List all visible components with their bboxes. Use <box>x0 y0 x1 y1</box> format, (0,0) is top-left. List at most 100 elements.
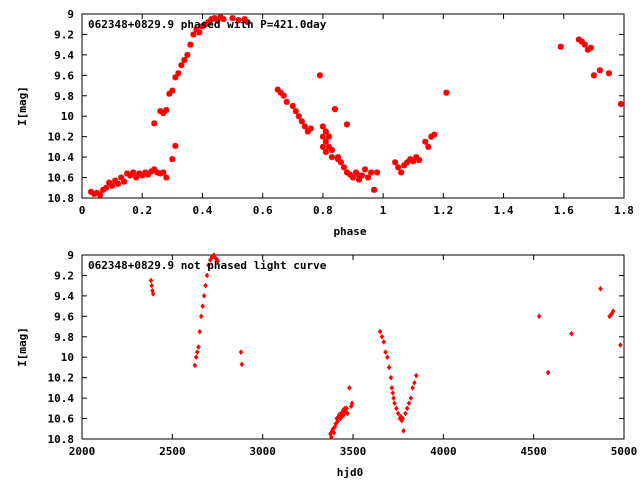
phased-data-point <box>322 138 329 145</box>
phased-x-tick-label: 0.4 <box>193 204 213 217</box>
phased-data-point <box>356 176 363 183</box>
phased-plot: 0 0.2 0.4 0.6 0.8 1 1.2 1.4 1.6 1.8 9 9.2 9.4 9.6 9.8… <box>16 8 634 238</box>
phased-data-point <box>431 131 438 138</box>
phased-data-point <box>274 86 281 93</box>
unphased-data-point <box>395 410 401 417</box>
phased-data-point <box>154 169 161 176</box>
phased-data-point <box>356 172 363 179</box>
unphased-data-point <box>389 384 395 391</box>
unphased-data-point <box>410 384 415 391</box>
phased-data-point <box>175 70 182 77</box>
phased-data-point <box>187 41 194 48</box>
phased-data-point <box>416 157 423 164</box>
phased-y-ticks: 9 9.2 9.4 9.6 9.8 10 10.2 10.4 10.6 10.8 <box>48 8 624 205</box>
phased-data-point <box>346 171 353 178</box>
phased-x-tick-label: 1.2 <box>433 204 453 217</box>
phased-y-tick-label: 9.8 <box>54 90 74 103</box>
unphased-data-point <box>150 290 156 297</box>
unphased-data-point <box>569 330 574 337</box>
unphased-data-point <box>406 400 412 407</box>
unphased-data-point <box>610 308 616 315</box>
phased-data-point <box>196 29 203 36</box>
unphased-x-tick-label: 4500 <box>520 445 547 458</box>
phased-data-point <box>596 67 603 74</box>
phased-plot-frame <box>81 13 625 199</box>
unphased-data-point <box>381 338 387 345</box>
unphased-x-tick-label: 2500 <box>159 445 186 458</box>
unphased-data-point <box>377 328 383 335</box>
unphased-data-point <box>328 434 334 440</box>
unphased-x-tick-label: 3000 <box>249 445 276 458</box>
unphased-data-point <box>239 361 245 368</box>
unphased-x-tick-label: 4000 <box>430 445 457 458</box>
unphased-data-point <box>197 328 203 335</box>
phased-data-point <box>413 154 420 161</box>
phased-data-point <box>181 57 188 63</box>
phased-data-point <box>425 143 432 150</box>
unphased-data-point <box>192 362 198 369</box>
unphased-data-point <box>412 379 417 386</box>
phased-data-point <box>319 143 326 150</box>
phased-data-point <box>292 108 299 115</box>
unphased-data-point <box>391 395 396 402</box>
unphased-data-point <box>193 354 199 361</box>
phased-data-point <box>163 174 170 181</box>
phased-data-point <box>124 170 131 177</box>
unphased-y-tick-label: 9.4 <box>54 290 74 303</box>
unphased-y-axis-label: I[mag] <box>16 327 29 367</box>
phased-data-point <box>148 168 155 175</box>
unphased-x-axis-label: hjd0 <box>337 466 364 479</box>
phased-data-point <box>280 92 287 99</box>
phased-data-point <box>118 174 125 181</box>
phased-data-point <box>109 182 116 189</box>
unphased-data-point <box>335 418 340 425</box>
phased-x-tick-label: 1.4 <box>494 204 514 217</box>
phased-data-point <box>163 107 170 114</box>
phased-data-point <box>617 100 624 107</box>
unphased-data-point <box>347 384 352 391</box>
phased-data-point <box>557 43 564 50</box>
unphased-y-tick-label: 10 <box>61 351 74 364</box>
phased-data-point <box>428 133 435 140</box>
phased-data-point <box>277 89 284 96</box>
phased-data-point <box>229 15 236 22</box>
phased-data-point <box>404 159 411 166</box>
unphased-data-point <box>385 354 390 361</box>
phased-data-point <box>587 44 594 51</box>
unphased-data-point <box>194 349 200 356</box>
phased-data-point <box>584 46 591 53</box>
phased-data-point <box>151 120 158 127</box>
phased-data-point <box>88 188 95 195</box>
unphased-y-ticks: 9 9.2 9.4 9.6 9.8 10 10.2 10.4 10.6 10.8 <box>48 249 624 446</box>
unphased-y-tick-label: 9.6 <box>54 310 74 323</box>
phased-data-point <box>235 17 242 24</box>
unphased-y-tick-label: 9.8 <box>54 331 74 344</box>
phased-data-point <box>103 184 110 191</box>
unphased-data-point <box>401 427 406 434</box>
phased-data-point <box>304 128 311 135</box>
phased-data-point <box>350 174 356 181</box>
phased-data-point <box>91 190 98 197</box>
phased-x-axis-label: phase <box>333 225 366 238</box>
phased-y-tick-label: 9 <box>67 8 74 21</box>
phased-data-point <box>217 14 224 21</box>
phased-y-tick-label: 9.6 <box>54 69 74 82</box>
phased-data-point <box>190 31 197 38</box>
phased-data-point <box>316 72 323 79</box>
phased-y-tick-label: 10.4 <box>48 151 75 164</box>
phased-data-points <box>88 14 624 198</box>
phased-data-point <box>145 171 152 178</box>
phased-data-point <box>410 158 417 165</box>
unphased-data-point <box>203 282 208 289</box>
unphased-data-point <box>400 415 406 422</box>
unphased-data-point <box>379 333 385 340</box>
unphased-data-point <box>344 405 349 412</box>
phased-data-point <box>172 74 179 81</box>
phased-data-point <box>331 106 338 113</box>
phased-x-tick-label: 0.8 <box>313 204 333 217</box>
phased-data-point <box>100 186 107 193</box>
unphased-data-point <box>404 405 410 412</box>
phased-y-tick-label: 10 <box>61 110 74 123</box>
phased-data-point <box>199 23 206 30</box>
unphased-data-point <box>545 369 551 376</box>
